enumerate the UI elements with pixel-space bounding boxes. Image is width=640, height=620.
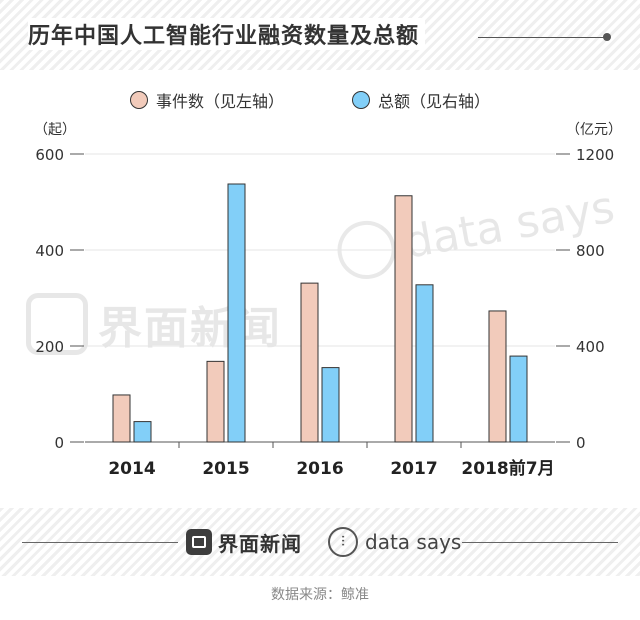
footer-rule-right [462, 542, 618, 543]
bar-events [300, 282, 319, 443]
title-rule [478, 37, 606, 38]
bar-total [509, 355, 528, 443]
legend-item-total: 总额（见右轴） [352, 88, 490, 112]
bar-total [227, 183, 246, 443]
bar-chart: 0 200 400 600 0 400 800 1200 （起） （亿元） 2014 2015 2016… [34, 122, 622, 479]
legend-item-events: 事件数（见左轴） [130, 88, 284, 112]
x-tick-label: 2017 [390, 459, 437, 479]
bar-events [394, 195, 413, 443]
right-tick-label: 400 [576, 338, 605, 356]
right-axis-unit: （亿元） [566, 122, 622, 138]
footer-rule-left [22, 542, 178, 543]
chart-title: 历年中国人工智能行业融资数量及总额 [28, 18, 426, 50]
brand-jiemian-name: 界面新闻 [218, 531, 302, 556]
datasays-logo-icon: ⫶ [328, 527, 358, 557]
legend-swatch-total [352, 91, 370, 109]
brand-datasays: ⫶ data says [328, 527, 461, 557]
legend-label-events: 事件数（见左轴） [156, 92, 285, 111]
brand-jiemian: 界面新闻 [186, 527, 302, 557]
legend-swatch-events [130, 91, 148, 109]
left-tick-label: 0 [54, 434, 64, 452]
left-tick-label: 200 [35, 338, 64, 356]
bar-total [321, 367, 340, 443]
right-tick-label: 800 [576, 242, 605, 260]
left-axis-unit: （起） [34, 122, 76, 138]
legend-label-total: 总额（见右轴） [378, 92, 491, 111]
x-tick-label: 2015 [202, 459, 249, 479]
bar-events [206, 360, 225, 443]
bar-events [488, 310, 507, 443]
left-tick-label: 400 [35, 242, 64, 260]
x-tick-label: 2016 [296, 459, 343, 479]
bar-total [415, 284, 434, 443]
left-tick-label: 600 [35, 146, 64, 164]
right-tick-label: 1200 [576, 146, 614, 164]
bar-total [133, 421, 152, 443]
x-tick-label: 2014 [108, 459, 155, 479]
bar-events [112, 394, 131, 443]
title-dot [603, 33, 611, 41]
right-tick-label: 0 [576, 434, 586, 452]
brand-datasays-name: data says [365, 530, 462, 554]
jiemian-logo-icon [186, 529, 212, 555]
x-tick-label: 2018前7月 [461, 458, 554, 479]
data-source: 数据来源：鲸准 [271, 587, 369, 603]
